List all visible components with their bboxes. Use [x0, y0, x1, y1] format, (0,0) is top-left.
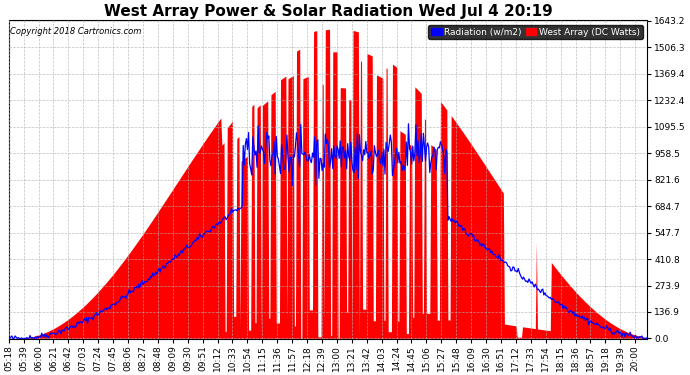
Title: West Array Power & Solar Radiation Wed Jul 4 20:19: West Array Power & Solar Radiation Wed J…	[104, 4, 552, 19]
Text: Copyright 2018 Cartronics.com: Copyright 2018 Cartronics.com	[10, 27, 141, 36]
Legend: Radiation (w/m2), West Array (DC Watts): Radiation (w/m2), West Array (DC Watts)	[428, 25, 643, 39]
